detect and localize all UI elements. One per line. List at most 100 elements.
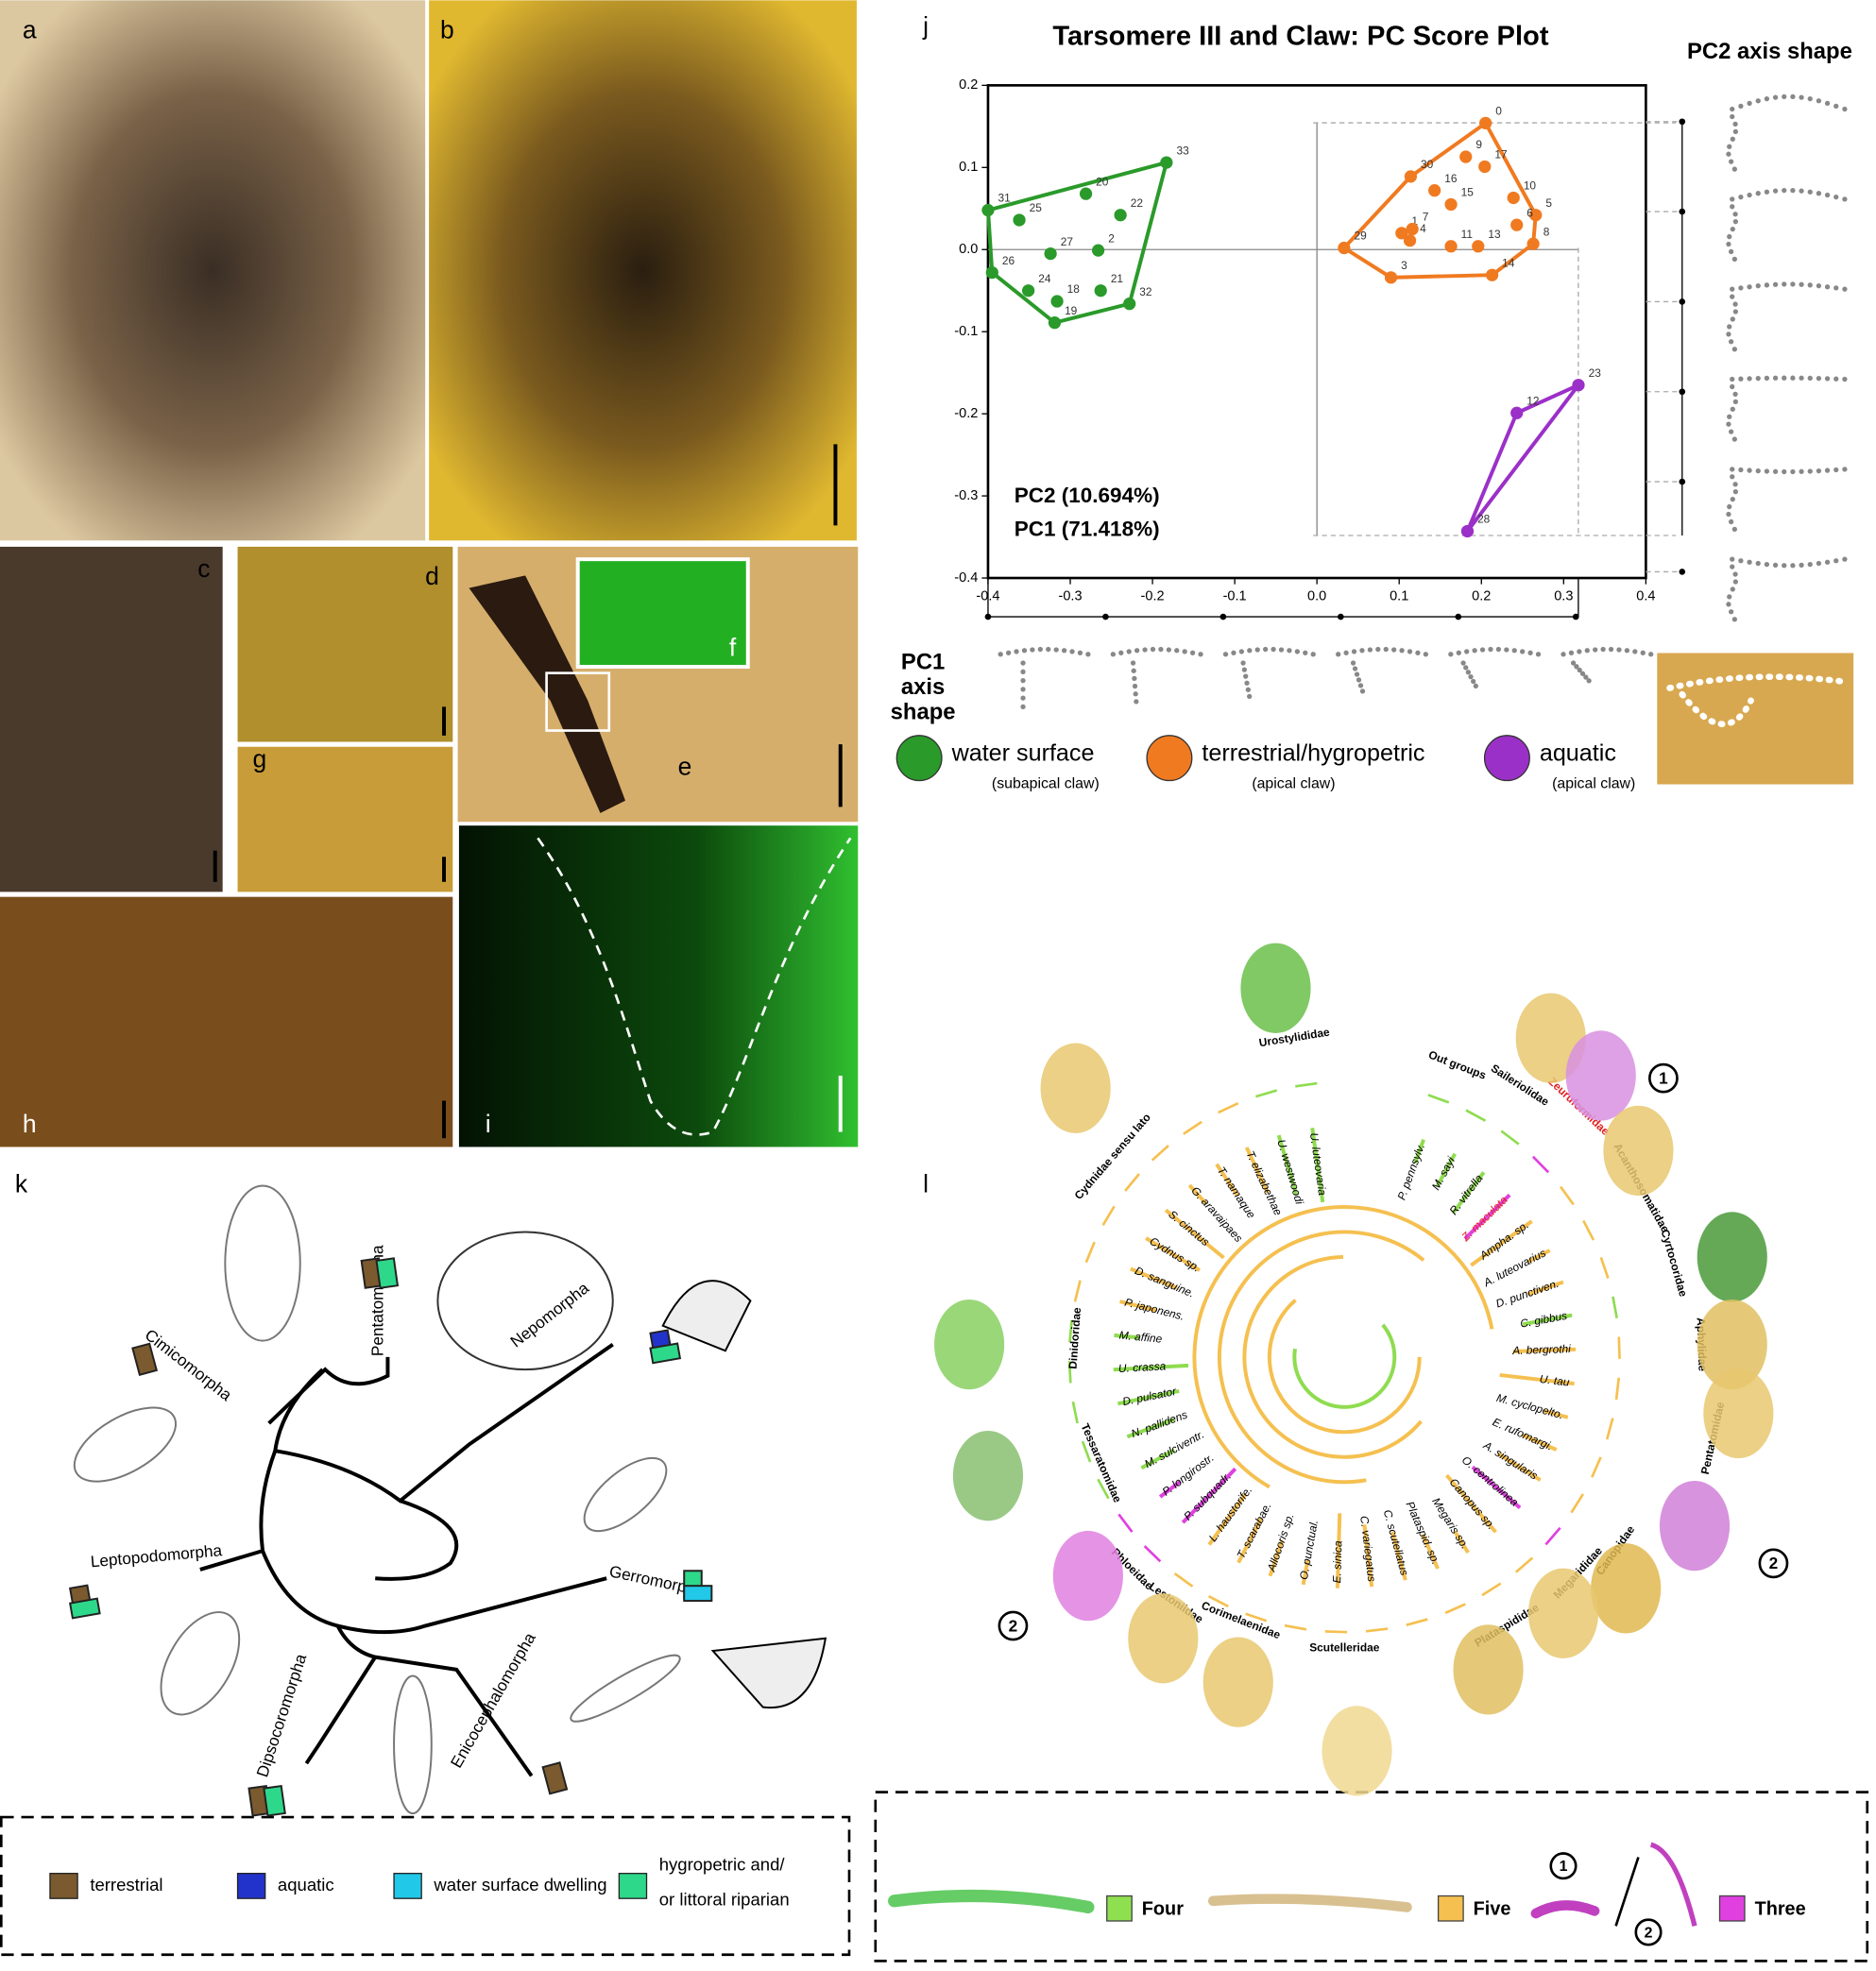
clade-bar bbox=[1097, 1478, 1110, 1500]
branch bbox=[1164, 1208, 1225, 1260]
shape-dot bbox=[1755, 560, 1761, 567]
shape-dot bbox=[1728, 248, 1734, 255]
shape-dot bbox=[1799, 94, 1804, 100]
insect bbox=[934, 1299, 1005, 1390]
clade-bar bbox=[1067, 1361, 1072, 1384]
x-tick-label: -0.3 bbox=[1058, 589, 1082, 604]
branch bbox=[1362, 1524, 1374, 1588]
shape-dot bbox=[1747, 467, 1752, 473]
branch bbox=[1310, 1128, 1325, 1203]
clade-label: Dipsocoromorpha bbox=[252, 1651, 310, 1779]
legend-swatch bbox=[49, 1873, 78, 1899]
shape-dot bbox=[1816, 98, 1822, 104]
branch bbox=[1463, 1193, 1511, 1241]
insect bbox=[1040, 1043, 1111, 1133]
shape-dot bbox=[1535, 652, 1542, 657]
shape-dot bbox=[1727, 233, 1732, 240]
shape-dot bbox=[1731, 617, 1737, 622]
shape-dot bbox=[1747, 100, 1752, 107]
shape-dot bbox=[1568, 650, 1575, 655]
shape-dot bbox=[1727, 503, 1732, 510]
shape-dot bbox=[1134, 699, 1139, 705]
shape-dot bbox=[1222, 652, 1229, 657]
point bbox=[1529, 209, 1543, 222]
branch bbox=[1413, 1139, 1425, 1164]
shape-dot bbox=[1624, 648, 1630, 654]
legend-label: terrestrial bbox=[90, 1875, 162, 1895]
branch bbox=[1268, 1539, 1285, 1577]
shape-dot bbox=[1755, 467, 1761, 474]
shape-dot bbox=[1648, 652, 1654, 657]
marker-circle bbox=[1549, 1852, 1578, 1880]
clade-bar bbox=[1081, 1440, 1092, 1463]
y-tick-label: 0.1 bbox=[959, 160, 978, 175]
landmark-dots bbox=[1666, 673, 1849, 727]
shape-dot bbox=[1728, 339, 1734, 345]
y-tick-label: 0.0 bbox=[959, 242, 978, 257]
panel-j-marks: -0.4 -0.3 -0.2 -0.1 0.0 0.1 0.2 0.3 0.4 0.2 0.1 0.0… bbox=[895, 77, 1848, 792]
shape-dot bbox=[1816, 375, 1822, 382]
shape-dot bbox=[1727, 144, 1732, 149]
branch bbox=[1236, 1517, 1264, 1564]
shape-dot bbox=[1730, 136, 1735, 142]
photo-g bbox=[237, 746, 453, 892]
shape-dot bbox=[1632, 649, 1638, 654]
marker-label: 2 bbox=[1009, 1616, 1018, 1635]
legend-label: water surface bbox=[951, 739, 1095, 766]
shape-dot bbox=[1747, 192, 1752, 198]
shape-dot bbox=[1356, 677, 1362, 683]
panel-k bbox=[0, 1184, 851, 1957]
shape-dot bbox=[1471, 678, 1476, 685]
shape-dot bbox=[1198, 652, 1203, 657]
point bbox=[1395, 227, 1408, 240]
family-label: Dinidoridae bbox=[1066, 1306, 1084, 1369]
branch bbox=[1543, 1408, 1569, 1419]
photo-f bbox=[575, 557, 750, 670]
shape-dot bbox=[1816, 560, 1822, 567]
panel-letter: k bbox=[15, 1169, 28, 1198]
habitat-box bbox=[263, 1784, 286, 1817]
legend-swatch bbox=[236, 1873, 266, 1899]
y-tick-label: -0.4 bbox=[954, 570, 978, 586]
shape-dot bbox=[1343, 650, 1349, 655]
shape-dot bbox=[1816, 467, 1822, 474]
panel-letter: c bbox=[197, 554, 210, 583]
clade-bar bbox=[1614, 1377, 1621, 1401]
point-label: 32 bbox=[1139, 285, 1152, 298]
point-label: 24 bbox=[1038, 272, 1051, 285]
branch bbox=[1119, 1300, 1157, 1313]
point bbox=[1091, 244, 1105, 257]
shape-dot bbox=[1833, 467, 1839, 473]
point-label: 20 bbox=[1096, 175, 1109, 188]
shape-dot bbox=[1391, 647, 1397, 653]
inset-box bbox=[545, 671, 611, 732]
branch bbox=[1181, 1467, 1237, 1524]
shape-dot bbox=[1310, 652, 1316, 657]
point-label: 26 bbox=[1002, 254, 1015, 267]
shape-dot bbox=[1593, 647, 1598, 653]
shape-dot bbox=[1842, 556, 1848, 562]
branch bbox=[1444, 1473, 1497, 1534]
tip-label: U. luteovaria bbox=[1307, 1131, 1329, 1197]
shape-dot bbox=[1730, 196, 1735, 202]
tip-label: M. affine bbox=[1118, 1329, 1163, 1346]
insect bbox=[1128, 1593, 1199, 1684]
shape-dot bbox=[1738, 376, 1744, 382]
shape-dot bbox=[1807, 468, 1813, 474]
shape-dot bbox=[1728, 429, 1734, 434]
shape-dot bbox=[1738, 558, 1744, 564]
shape-dot bbox=[1807, 189, 1813, 195]
shape-dot bbox=[1732, 579, 1738, 585]
shape-dot bbox=[1728, 609, 1734, 615]
clade-bar bbox=[1582, 1219, 1595, 1241]
shape-dot bbox=[1262, 646, 1269, 653]
point-label: 12 bbox=[1526, 394, 1540, 407]
shape-dot bbox=[1254, 647, 1260, 653]
shape-dot bbox=[1799, 188, 1804, 194]
shape-dot bbox=[1608, 646, 1614, 653]
shape-dot bbox=[1726, 421, 1731, 427]
tree-k bbox=[199, 1343, 614, 1777]
shape-dot bbox=[1021, 648, 1028, 654]
photo-c bbox=[0, 546, 223, 892]
